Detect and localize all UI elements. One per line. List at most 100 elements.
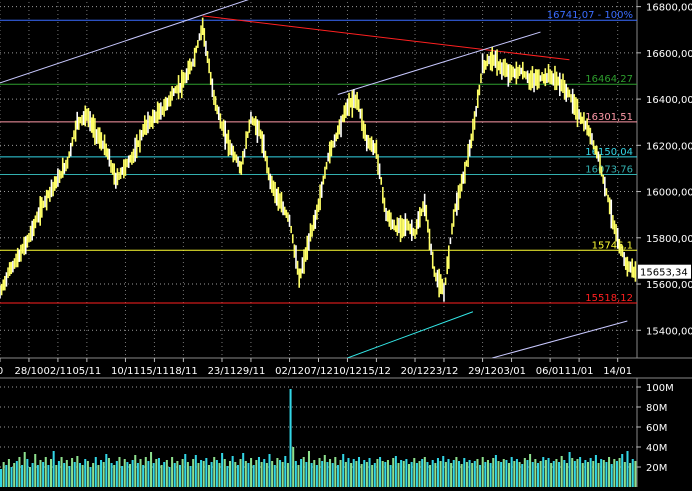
volume-bar: [415, 463, 418, 487]
volume-bar: [94, 457, 97, 487]
level-label: 15746,1: [592, 240, 633, 251]
volume-bar: [194, 455, 197, 487]
volume-bar: [579, 457, 582, 487]
volume-bar: [426, 462, 429, 487]
level-label: 15518,12: [585, 293, 633, 304]
volume-bar: [365, 462, 368, 487]
volume-bar: [436, 458, 439, 487]
volume-bar: [597, 463, 600, 487]
volume-bar: [500, 462, 503, 487]
volume-bar: [563, 460, 566, 487]
volume-bar: [34, 454, 37, 487]
volume-bar: [618, 458, 621, 487]
volume-bar: [84, 459, 87, 487]
volume-bar: [407, 464, 411, 487]
volume-bar: [81, 465, 84, 487]
volume-bar: [26, 459, 29, 487]
volume-bar: [389, 465, 392, 487]
volume-bar: [128, 464, 132, 487]
volume-bar: [247, 463, 250, 487]
volume-bar: [534, 459, 537, 487]
volume-bar: [384, 462, 387, 487]
volume-bar: [629, 463, 632, 487]
trend-line: [202, 15, 570, 61]
volume-bar: [215, 460, 218, 487]
volume-bar: [584, 460, 587, 487]
volume-bar: [465, 462, 468, 487]
volume-bar: [178, 465, 182, 487]
volume-bar: [97, 465, 100, 487]
volume-bar: [118, 457, 121, 487]
time-tick-label: 29/12: [468, 366, 497, 377]
volume-bar: [476, 459, 479, 487]
volume-bar: [360, 464, 363, 487]
volume-bar: [334, 457, 337, 487]
volume-bar: [479, 465, 482, 487]
volume-bar: [113, 465, 116, 487]
volume-bar: [173, 463, 176, 487]
volume-bar: [221, 453, 224, 487]
price-tick-label: 16600,00: [646, 49, 692, 60]
volume-bar: [344, 462, 347, 487]
volume-bar: [186, 462, 189, 487]
volume-bar: [134, 455, 137, 487]
time-tick-label: 29/11: [237, 366, 266, 377]
volume-bar: [631, 459, 634, 487]
volume-bar: [600, 459, 603, 487]
volume-bar: [342, 454, 345, 487]
volume-bar: [492, 458, 495, 487]
volume-bar: [323, 455, 326, 487]
volume-bar: [197, 463, 200, 487]
volume-bar: [423, 457, 426, 487]
volume-bar: [223, 459, 226, 487]
level-label: 16073,76: [585, 165, 633, 176]
volume-bar: [157, 458, 160, 487]
time-axis: 028/1002/1105/1110/1115/1118/1123/1129/1…: [0, 358, 632, 377]
volume-bar: [92, 463, 95, 487]
price-tick-label: 15800,00: [646, 234, 692, 245]
volume-bar: [257, 457, 260, 487]
time-tick-label: 0: [0, 366, 3, 377]
volume-bar: [18, 457, 21, 487]
volume-bar: [473, 461, 476, 487]
volume-bar: [565, 463, 568, 487]
volume-bar: [126, 462, 129, 487]
price-tick-label: 15400,00: [646, 326, 692, 337]
price-tick-label: 16800,00: [646, 3, 692, 14]
time-tick-label: 07/12: [304, 366, 333, 377]
volume-bar: [486, 460, 489, 487]
volume-bar: [368, 458, 371, 487]
volume-bar: [55, 465, 58, 487]
volume-bar: [552, 461, 555, 487]
volume-bar: [102, 462, 105, 487]
volume-bar: [213, 457, 216, 487]
time-tick-label: 18/11: [169, 366, 198, 377]
volume-bar: [292, 447, 295, 487]
trend-line: [492, 320, 628, 358]
trend-line: [0, 0, 249, 84]
volume-bar: [207, 465, 210, 487]
volume-bar: [57, 461, 60, 487]
volume-bar: [581, 463, 584, 487]
volume-bar: [73, 462, 76, 487]
volume-bar: [0, 469, 3, 487]
volume-bar: [239, 459, 242, 487]
volume-bar: [392, 458, 395, 487]
volume-bar: [400, 460, 403, 487]
volume-bar: [21, 465, 24, 487]
volume-bar: [336, 465, 339, 487]
volume-bar: [352, 459, 355, 487]
volume-bar: [313, 460, 316, 487]
volume-bar: [379, 457, 382, 487]
volume-bar: [321, 461, 324, 487]
volume-bar: [202, 461, 205, 487]
volume-bar: [355, 461, 358, 487]
volume-bar: [542, 457, 545, 487]
volume-tick-label: 60M: [646, 423, 667, 434]
volume-bar: [260, 462, 263, 487]
volume-bar: [418, 461, 421, 487]
volume-bar: [218, 463, 221, 487]
level-label: 16464,27: [585, 74, 633, 85]
volume-bar: [586, 462, 590, 487]
volume-bar: [121, 466, 124, 487]
